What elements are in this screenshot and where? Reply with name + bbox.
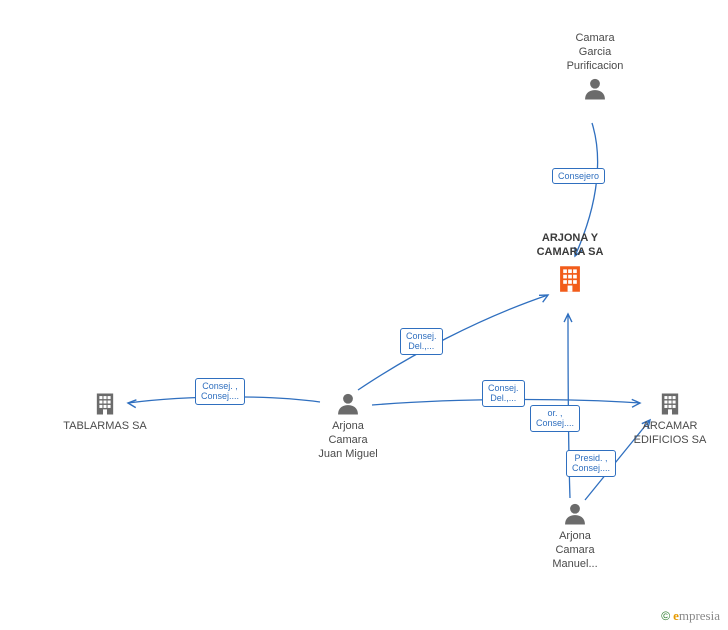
node-label: ArjonaCamaraJuan Miguel [298, 420, 398, 461]
edge-label[interactable]: Consej.Del.,... [482, 380, 525, 407]
node-arjonaJuan[interactable]: ArjonaCamaraJuan Miguel [298, 390, 398, 461]
building-icon [656, 390, 684, 418]
copyright-symbol: © [661, 609, 670, 623]
diagram-canvas: CamaraGarciaPurificacion ARJONA YCAMARA … [0, 0, 728, 630]
edge-label[interactable]: Consej.Del.,... [400, 328, 443, 355]
person-icon [334, 390, 362, 418]
node-label: TABLARMAS SA [50, 420, 160, 434]
person-icon [561, 500, 589, 528]
node-arcamar[interactable]: ARCAMAREDIFICIOS SA [615, 390, 725, 448]
node-label: ARJONA YCAMARA SA [510, 232, 630, 260]
node-tablarmas[interactable]: TABLARMAS SA [50, 390, 160, 434]
node-label: ARCAMAREDIFICIOS SA [615, 420, 725, 448]
person-icon [581, 75, 609, 103]
building-icon [553, 262, 587, 296]
edge-label[interactable]: or. ,Consej.... [530, 405, 580, 432]
node-camaraGarcia[interactable]: CamaraGarciaPurificacion [550, 32, 640, 103]
node-label: ArjonaCamaraManuel... [530, 530, 620, 571]
watermark-rest: mpresia [679, 608, 720, 623]
edge-label[interactable]: Consej. ,Consej.... [195, 378, 245, 405]
watermark: ©empresia [661, 608, 720, 624]
edge-label[interactable]: Consejero [552, 168, 605, 184]
node-label: CamaraGarciaPurificacion [550, 32, 640, 73]
node-arjonaManuel[interactable]: ArjonaCamaraManuel... [530, 500, 620, 571]
node-arjonaYCamara[interactable]: ARJONA YCAMARA SA [510, 232, 630, 296]
building-icon [91, 390, 119, 418]
edge-line [358, 295, 548, 390]
edge-label[interactable]: Presid. ,Consej.... [566, 450, 616, 477]
